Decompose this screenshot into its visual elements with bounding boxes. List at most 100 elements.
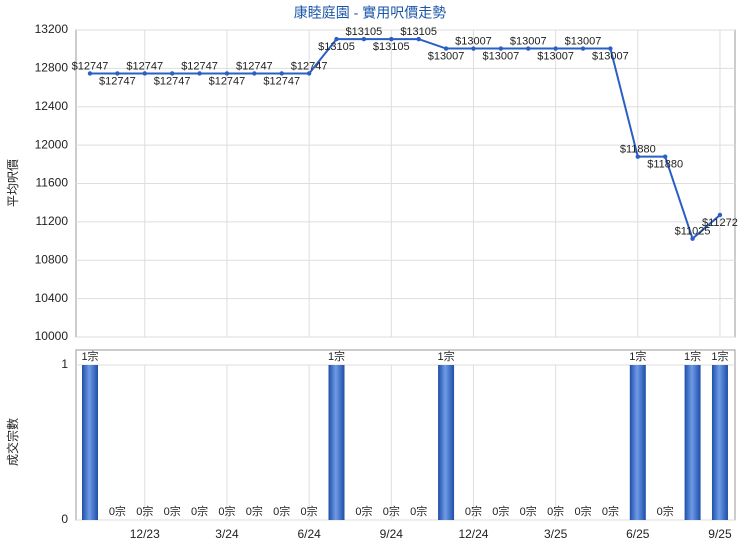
value-label: 0宗 [465,504,482,518]
value-label: $13007 [537,50,574,62]
value-label: 0宗 [191,504,208,518]
point [690,236,695,241]
value-label: $13007 [565,35,602,47]
point [416,36,421,42]
y-tick-label: 11600 [36,176,69,190]
value-label: 1宗 [629,349,646,363]
point [224,71,230,76]
point [471,46,476,51]
value-label: 0宗 [109,504,126,518]
point [553,46,558,51]
point [197,71,202,76]
point [87,71,93,76]
x-tick-label: 9/24 [380,527,404,541]
value-label: 0宗 [520,504,537,518]
value-label: 1宗 [328,349,345,363]
point [115,71,120,76]
value-label: 0宗 [602,504,619,518]
bar [328,365,345,520]
x-tick-label: 3/25 [544,527,568,541]
value-label: 0宗 [164,504,181,518]
point [361,36,367,42]
value-label: $11272 [702,217,738,229]
price-line [90,38,721,241]
point [169,71,175,76]
value-label: 1宗 [711,349,728,363]
value-label: $12747 [291,60,328,72]
value-label: 1宗 [438,349,455,363]
y-tick-label: 12000 [35,137,69,151]
value-label: 1宗 [684,349,701,363]
y-tick-label: 12800 [35,61,69,75]
bar [711,365,728,520]
point [635,154,640,159]
value-label: $13007 [510,35,547,47]
value-label: $12747 [154,75,191,87]
y-tick-label: 0 [61,512,68,526]
bar [684,365,701,520]
value-label: 0宗 [410,504,427,518]
value-label: $11880 [647,159,683,171]
value-label: $12747 [99,75,136,87]
point [662,154,668,159]
point [443,46,449,51]
x-tick-label: 12/24 [458,527,488,541]
value-label: $13007 [482,50,519,62]
value-label: $12747 [209,75,246,87]
value-label: $13007 [455,35,492,47]
value-label: $12747 [181,60,218,72]
chart-title: 康睦庭園 - 實用呎價走勢 [294,5,446,21]
value-label: 0宗 [383,504,400,518]
y-tick-label: 10400 [35,291,69,305]
y-tick-label: 11200 [36,214,69,228]
y-tick-label: 13200 [35,22,69,36]
value-label: 0宗 [301,504,318,518]
value-label: $11025 [675,226,711,238]
y-tick-label: 12400 [35,99,69,113]
y-tick-label: 10000 [35,329,69,343]
value-label: $12747 [263,75,300,87]
value-label: 0宗 [492,504,509,518]
value-label: $12747 [126,60,163,72]
value-label: $13007 [428,50,465,62]
value-label: 1宗 [81,349,98,363]
point [526,46,531,51]
point [580,46,586,51]
x-tick-label: 6/25 [626,527,650,541]
value-label: 0宗 [355,504,372,518]
y-axis-title: 成交宗數 [5,418,20,466]
bar [82,365,98,520]
value-label: $13105 [400,26,437,38]
bar [629,365,646,520]
point [498,46,504,51]
bar [438,365,455,520]
y-tick-label: 1 [61,357,68,371]
y-axis-title: 平均呎價 [6,159,20,207]
value-label: $13105 [373,41,410,53]
x-tick-label: 9/25 [708,527,732,541]
point [608,46,613,51]
point [279,71,284,76]
value-label: $12747 [72,60,109,72]
point [334,36,339,42]
y-tick-label: 10800 [35,252,69,266]
value-label: 0宗 [657,504,674,518]
point [306,71,312,76]
value-label: 0宗 [574,504,591,518]
value-label: $13007 [592,50,629,62]
value-label: 0宗 [246,504,263,518]
value-label: 0宗 [218,504,235,518]
value-label: 0宗 [547,504,564,518]
value-label: 0宗 [136,504,153,518]
point [252,71,257,76]
value-label: $11880 [620,144,656,156]
x-tick-label: 12/23 [130,527,160,541]
point [389,36,394,42]
value-label: $13105 [318,41,355,53]
point [717,212,723,218]
x-tick-label: 3/24 [215,527,239,541]
value-label: 0宗 [273,504,290,518]
x-tick-label: 6/24 [297,527,321,541]
point [142,71,147,76]
